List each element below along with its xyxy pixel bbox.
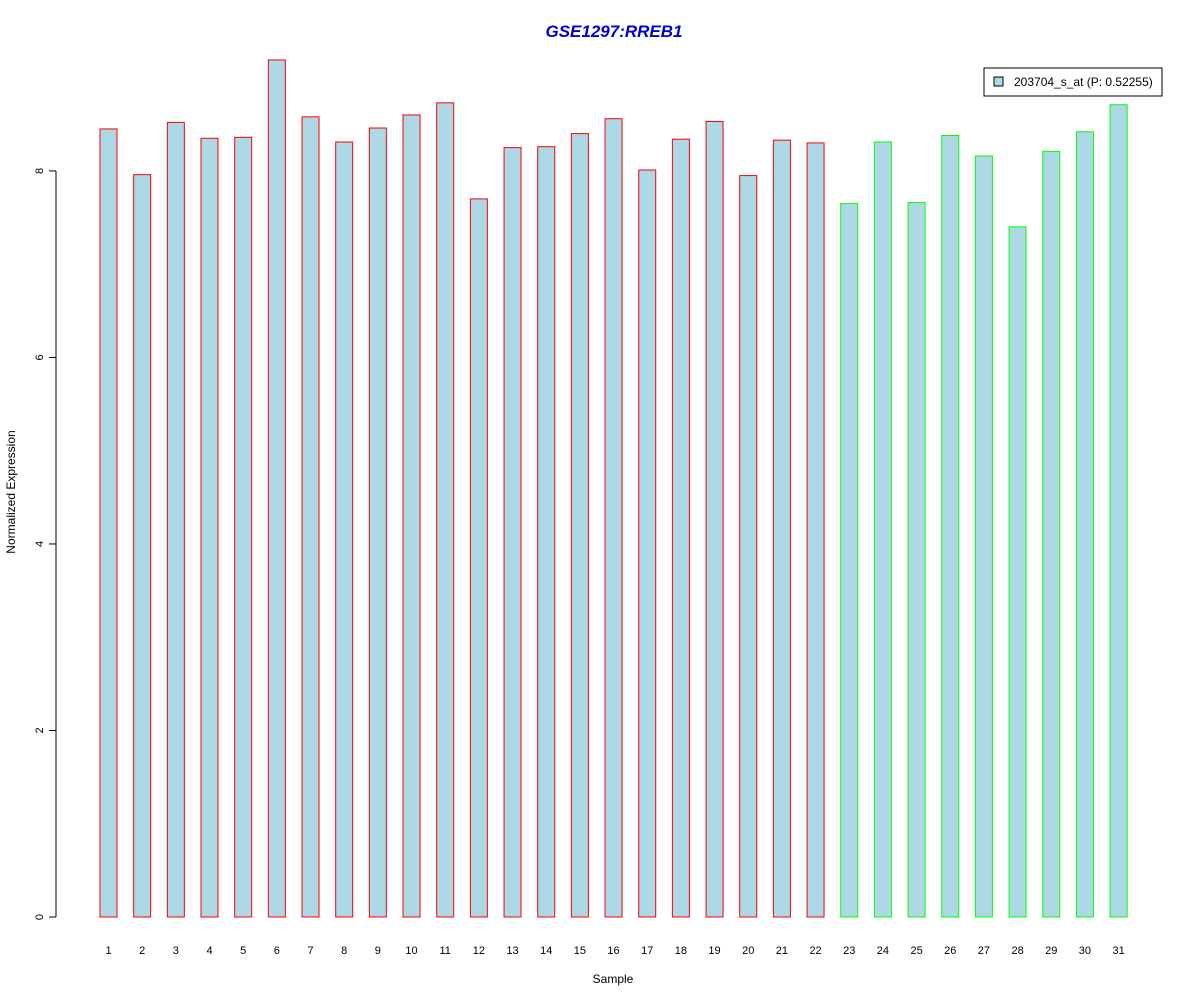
bar-sample-21 <box>772 139 791 918</box>
bar-sample-24 <box>873 141 892 918</box>
x-tick-label: 10 <box>405 945 417 957</box>
x-tick-label: 21 <box>776 945 788 957</box>
bar-sample-22 <box>806 142 825 918</box>
chart-title: GSE1297:RREB1 <box>545 22 682 41</box>
x-tick-label: 1 <box>105 945 111 957</box>
y-tick-label: 4 <box>34 541 46 547</box>
bar-sample-29 <box>1042 150 1061 918</box>
x-tick-label: 17 <box>641 945 653 957</box>
bar-sample-1 <box>99 128 118 918</box>
bar-sample-8 <box>335 141 354 918</box>
x-tick-label: 6 <box>274 945 280 957</box>
x-tick-label: 31 <box>1112 945 1124 957</box>
y-tick-label: 2 <box>34 727 46 733</box>
y-axis: 0 2 4 6 8 <box>34 168 57 920</box>
bar-sample-15 <box>570 133 589 918</box>
x-tick-label: 3 <box>173 945 179 957</box>
x-tick-label: 27 <box>978 945 990 957</box>
bar-sample-2 <box>133 174 152 918</box>
x-tick-label: 19 <box>708 945 720 957</box>
x-tick-label: 11 <box>439 945 450 957</box>
bar-sample-3 <box>166 121 185 918</box>
x-tick-label: 8 <box>341 945 347 957</box>
y-tick-label: 0 <box>34 914 46 920</box>
bar-sample-9 <box>368 127 387 918</box>
x-tick-label: 20 <box>742 945 754 957</box>
legend: 203704_s_at (P: 0.52255) <box>983 67 1163 97</box>
x-tick-label: 24 <box>877 945 889 957</box>
x-tick-label: 7 <box>307 945 313 957</box>
x-tick-label: 9 <box>375 945 381 957</box>
x-tick-label: 13 <box>506 945 518 957</box>
bar-sample-17 <box>638 169 657 918</box>
bar-sample-27 <box>974 155 993 918</box>
y-tick-label: 6 <box>34 354 46 360</box>
bar-sample-12 <box>469 198 488 918</box>
x-tick-label: 28 <box>1011 945 1023 957</box>
y-axis-label: Normalized Expression <box>4 430 18 553</box>
x-tick-label: 14 <box>540 945 552 957</box>
legend-box <box>983 67 1163 97</box>
bar-sample-19 <box>705 120 724 918</box>
x-tick-label: 18 <box>675 945 687 957</box>
bar-sample-20 <box>739 175 758 918</box>
y-tick-label: 8 <box>34 168 46 174</box>
bar-sample-13 <box>503 147 522 918</box>
x-tick-label: 12 <box>473 945 485 957</box>
bar-sample-23 <box>840 203 859 918</box>
bar-sample-28 <box>1008 226 1027 918</box>
bar-sample-16 <box>604 118 623 918</box>
x-tick-label: 23 <box>843 945 855 957</box>
x-tick-label: 5 <box>240 945 246 957</box>
bar-sample-14 <box>537 146 556 918</box>
bar-sample-26 <box>941 134 960 918</box>
x-tick-label: 25 <box>910 945 922 957</box>
legend-label: 203704_s_at (P: 0.52255) <box>1014 75 1153 89</box>
x-tick-label: 30 <box>1079 945 1091 957</box>
bar-sample-5 <box>234 136 253 918</box>
x-tick-label: 2 <box>139 945 145 957</box>
x-tick-label: 29 <box>1045 945 1057 957</box>
x-tick-label: 16 <box>607 945 619 957</box>
x-tick-label: 15 <box>574 945 586 957</box>
x-tick-label: 22 <box>809 945 821 957</box>
bar-sample-31 <box>1109 104 1128 918</box>
x-tick-label: 4 <box>206 945 212 957</box>
bar-sample-6 <box>267 59 286 918</box>
bars-group <box>99 59 1128 918</box>
x-tick-labels: 1 2 3 4 5 6 7 8 9 10 11 12 13 14 15 16 17 18 19 20 21 22 23 24 2… <box>105 945 1124 957</box>
bar-sample-30 <box>1075 131 1094 918</box>
bar-sample-7 <box>301 116 320 918</box>
bar-sample-11 <box>436 102 455 918</box>
bar-sample-10 <box>402 114 421 918</box>
legend-swatch <box>993 76 1004 87</box>
bar-sample-18 <box>671 138 690 918</box>
x-tick-label: 26 <box>944 945 956 957</box>
x-axis-label: Sample <box>593 972 634 986</box>
bar-sample-25 <box>907 202 926 918</box>
bar-sample-4 <box>200 137 219 918</box>
